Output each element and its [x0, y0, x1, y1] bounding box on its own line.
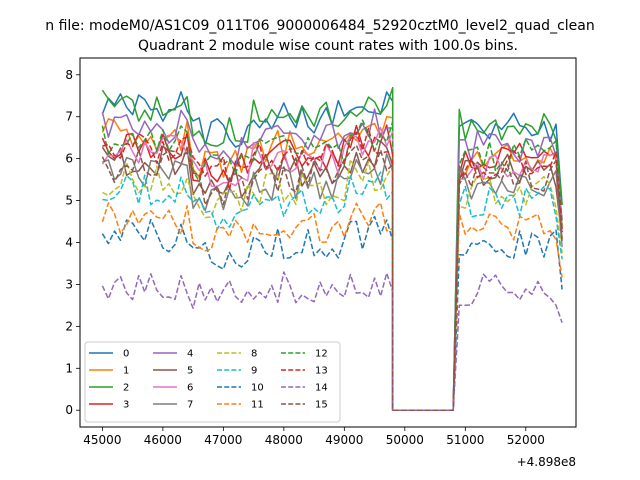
legend-label-15: 15 — [315, 400, 328, 411]
y-tick-label: 8 — [65, 68, 73, 82]
x-tick-label: 50000 — [386, 433, 424, 447]
series-line-13 — [102, 127, 563, 411]
legend-label-12: 12 — [315, 349, 328, 360]
y-tick-label: 6 — [65, 152, 73, 166]
series-line-6 — [101, 126, 563, 411]
y-tick-label: 3 — [65, 277, 73, 291]
y-axis: 0 1 2 3 4 5 6 7 8 — [65, 68, 80, 417]
x-axis-offset-label: +4.898e8 — [517, 455, 576, 469]
series-line-2 — [101, 86, 563, 411]
y-tick-label: 5 — [65, 194, 73, 208]
legend-label-10: 10 — [251, 383, 264, 394]
series-line-9 — [102, 171, 563, 411]
series-layer — [101, 86, 563, 411]
figure-suptitle: n file: modeM0/AS1C09_011T06_9000006484_… — [45, 18, 594, 34]
legend-label-2: 2 — [123, 383, 129, 394]
y-tick-label: 4 — [65, 236, 73, 250]
y-tick-label: 2 — [65, 319, 73, 333]
legend-label-14: 14 — [315, 383, 328, 394]
y-tick-label: 0 — [65, 403, 73, 417]
series-line-10 — [101, 215, 563, 411]
series-line-15 — [101, 144, 563, 411]
legend-label-5: 5 — [187, 366, 193, 377]
x-tick-label: 46000 — [144, 433, 182, 447]
series-line-3 — [101, 124, 563, 411]
legend-label-4: 4 — [187, 349, 193, 360]
series-line-14 — [101, 271, 563, 411]
legend-label-9: 9 — [251, 366, 257, 377]
legend-label-11: 11 — [251, 400, 264, 411]
x-axis: 45000 46000 47000 48000 49000 50000 51000 52000 — [83, 427, 545, 447]
legend-box — [84, 341, 341, 423]
legend-label-6: 6 — [187, 383, 193, 394]
x-tick-label: 49000 — [325, 433, 363, 447]
legend-label-0: 0 — [123, 349, 129, 360]
legend-label-1: 1 — [123, 366, 129, 377]
y-tick-label: 7 — [65, 110, 73, 124]
series-line-11 — [101, 202, 563, 411]
legend-label-8: 8 — [251, 349, 257, 360]
x-tick-label: 48000 — [265, 433, 303, 447]
x-tick-label: 47000 — [204, 433, 242, 447]
series-line-12 — [101, 119, 563, 411]
chart-title: Quadrant 2 module wise count rates with … — [138, 38, 518, 54]
x-tick-label: 51000 — [446, 433, 484, 447]
legend-label-13: 13 — [315, 366, 328, 377]
x-tick-label: 52000 — [507, 433, 545, 447]
y-tick-label: 1 — [65, 361, 73, 375]
legend-label-7: 7 — [187, 400, 193, 411]
legend-label-3: 3 — [123, 400, 129, 411]
x-tick-label: 45000 — [83, 433, 121, 447]
